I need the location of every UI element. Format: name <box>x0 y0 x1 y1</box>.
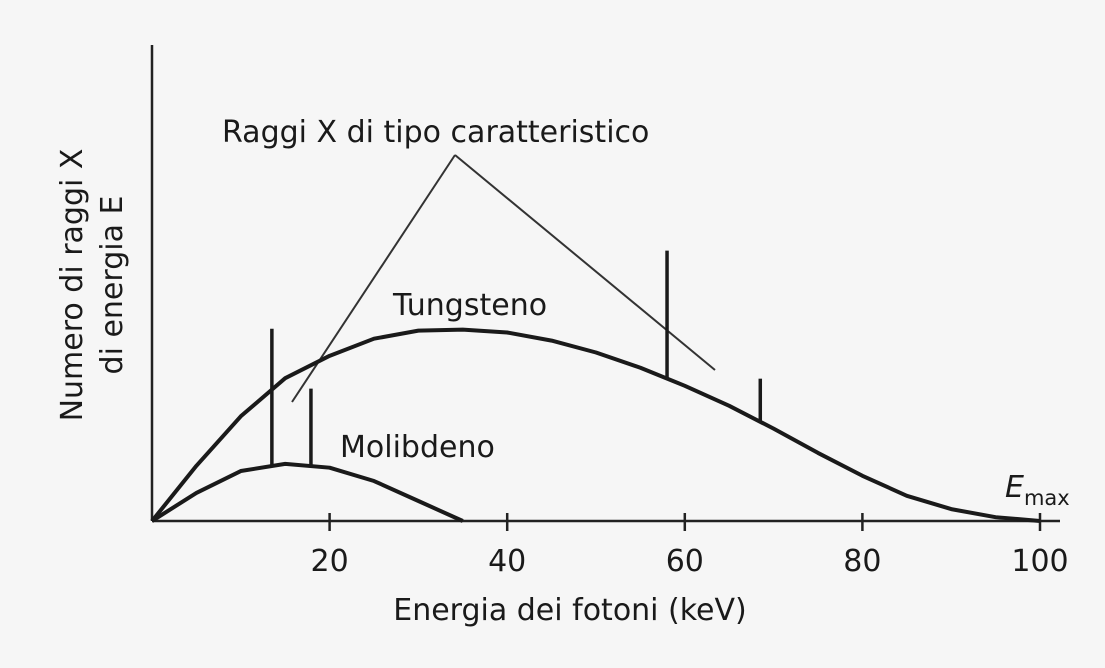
x-tick-label: 20 <box>311 544 349 579</box>
annotation-pointer <box>454 154 716 371</box>
x-tick-label: 100 <box>1011 544 1068 579</box>
emax-label: Emax <box>1005 470 1070 510</box>
x-axis-label: Energia dei fotoni (keV) <box>393 593 747 628</box>
emax-main: E <box>1005 470 1024 505</box>
annotation-pointer <box>291 154 456 403</box>
y-axis-label: di energia E <box>95 196 130 375</box>
y-axis-label: Numero di raggi X <box>55 149 90 422</box>
series-label: Tungsteno <box>392 288 547 323</box>
series-line <box>150 327 1041 523</box>
x-tick-label: 40 <box>488 544 526 579</box>
x-tick-label: 60 <box>666 544 704 579</box>
annotation: Raggi X di tipo caratteristico <box>222 115 649 150</box>
series-line <box>150 461 464 523</box>
series-label: Molibdeno <box>340 430 495 465</box>
x-tick-label: 80 <box>843 544 881 579</box>
emax-sub: max <box>1024 486 1070 510</box>
